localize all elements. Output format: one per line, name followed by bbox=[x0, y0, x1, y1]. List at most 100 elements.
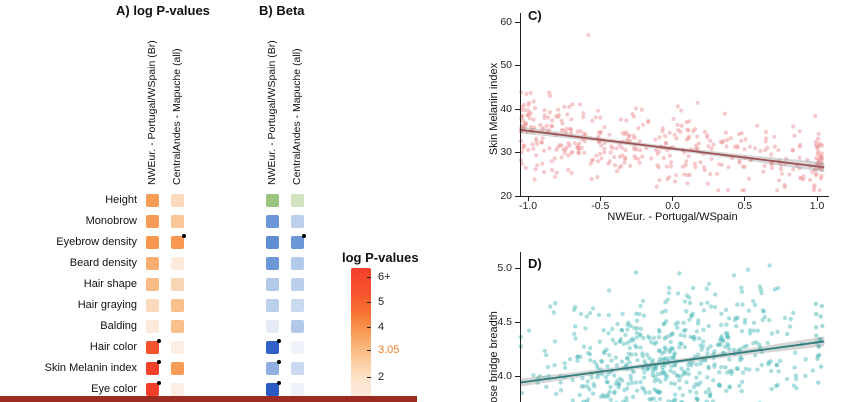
significance-dot bbox=[156, 339, 161, 343]
row-label: Beard density bbox=[69, 257, 137, 269]
clipped-panel-strip bbox=[0, 396, 417, 402]
panel-c-y-tick-label: 50 bbox=[500, 59, 512, 71]
heatmap-cell bbox=[265, 194, 279, 207]
heatmap-cell bbox=[290, 234, 306, 249]
heatmap-cell bbox=[290, 215, 304, 228]
heatmap-cell bbox=[170, 234, 186, 249]
panel-c-x-axis bbox=[520, 196, 829, 197]
legend-tick-mark bbox=[367, 350, 371, 352]
heatmap-cell bbox=[290, 299, 304, 312]
heatmap-cell bbox=[290, 320, 304, 333]
heatmap-cell bbox=[265, 236, 279, 249]
row-label: Hair shape bbox=[83, 278, 137, 290]
legend-tick-label: 4 bbox=[378, 320, 385, 333]
panel-c-y-tick-label: 40 bbox=[500, 102, 512, 115]
heatmap-cell bbox=[265, 339, 281, 354]
panel-c-x-tick-label: -1.0 bbox=[518, 200, 538, 212]
panel-d-y-tick-label: 5.0 bbox=[497, 261, 512, 274]
panel-c-x-tick bbox=[527, 197, 529, 201]
panel-d-y-tick-label: 4.5 bbox=[497, 315, 512, 328]
row-label: Height bbox=[105, 194, 137, 206]
panel-c-y-tick-label: 30 bbox=[500, 146, 512, 158]
legend-tick-label: 5 bbox=[378, 295, 385, 308]
heatmap-cell bbox=[170, 194, 184, 207]
legend-tick-label: 2 bbox=[378, 370, 385, 383]
row-label: Skin Melanin index bbox=[44, 362, 137, 374]
heatmap-cell bbox=[170, 278, 184, 291]
panel-c-y-tick bbox=[515, 21, 520, 23]
panel-c-label: C) bbox=[528, 8, 542, 23]
legend-gradient-bar bbox=[351, 268, 371, 402]
row-label: Hair graying bbox=[77, 299, 137, 311]
legend-tick-mark bbox=[367, 376, 371, 378]
heatmap-cell bbox=[265, 278, 279, 291]
panel-c-x-axis-title: NWEur. - Portugal/WSpain bbox=[607, 211, 738, 223]
heatmap-cell bbox=[145, 381, 161, 396]
heatmap-cell bbox=[290, 362, 304, 375]
heatmap-cell bbox=[145, 278, 159, 291]
panel-b-title: B) Beta bbox=[259, 3, 305, 18]
heatmap-cell bbox=[145, 320, 159, 333]
row-label: Monobrow bbox=[85, 215, 137, 227]
significance-dot bbox=[276, 381, 281, 385]
legend-tick-mark bbox=[367, 276, 371, 278]
legend-tick-label: 3.05 bbox=[378, 344, 400, 357]
panel-c-y-tick-label: 20 bbox=[500, 189, 512, 202]
heatmap-cell bbox=[290, 278, 304, 291]
panel-c-x-tick-label: 0.0 bbox=[665, 200, 680, 212]
heatmap-cell bbox=[170, 215, 184, 228]
panel-c-trend-line bbox=[520, 129, 825, 169]
panel-d-y-tick-label: 4.0 bbox=[497, 369, 512, 382]
panel-d-y-axis bbox=[520, 252, 521, 402]
heatmap-cell bbox=[170, 362, 184, 375]
heatmap-cell bbox=[265, 360, 281, 375]
heatmap-cell bbox=[145, 299, 159, 312]
heatmap-cell bbox=[145, 257, 159, 270]
significance-dot bbox=[181, 234, 186, 238]
row-label: Eyebrow density bbox=[56, 236, 137, 248]
heatmap-cell bbox=[145, 360, 161, 375]
panel-c-x-tick-label: -0.5 bbox=[591, 200, 610, 212]
heatmap-cell bbox=[290, 383, 304, 396]
panel-c-x-tick bbox=[599, 197, 601, 201]
legend-tick-mark bbox=[367, 301, 371, 303]
heatmap-cell bbox=[170, 383, 184, 396]
heatmap-cell bbox=[145, 215, 159, 228]
legend-title: log P-values bbox=[342, 250, 419, 265]
panel-d-y-tick bbox=[515, 321, 520, 323]
heatmap-cell bbox=[290, 194, 304, 207]
panel-d-y-tick bbox=[515, 375, 520, 377]
panel-c-x-tick-label: 1.0 bbox=[809, 200, 825, 212]
heatmap-cell bbox=[265, 257, 279, 270]
legend-tick-label: 6+ bbox=[378, 270, 391, 283]
panel-c-y-tick bbox=[515, 65, 520, 66]
panel-c-y-tick bbox=[515, 195, 520, 197]
panel-a-title: A) log P-values bbox=[116, 3, 210, 18]
heatmap-cell bbox=[265, 299, 279, 312]
significance-dot bbox=[301, 234, 306, 238]
legend-tick-mark bbox=[367, 326, 371, 328]
heatmap-cell bbox=[170, 299, 184, 312]
panel-d-label: D) bbox=[528, 256, 542, 271]
heatmap-cell bbox=[265, 381, 281, 396]
heatmap-cell bbox=[145, 236, 159, 249]
panel-c-y-tick bbox=[515, 152, 520, 153]
panel-d-y-tick bbox=[515, 267, 520, 269]
significance-dot bbox=[156, 381, 161, 385]
panel-d-trend-line bbox=[520, 340, 825, 384]
significance-dot bbox=[276, 360, 281, 364]
panel-c-x-tick bbox=[744, 197, 746, 201]
column-header: CentralAndes - Mapuche (all) bbox=[171, 48, 183, 185]
heatmap-cell bbox=[265, 215, 279, 228]
row-label: Hair color bbox=[89, 341, 137, 353]
column-header: CentralAndes - Mapuche (all) bbox=[291, 48, 303, 185]
panel-d-points bbox=[518, 263, 825, 402]
heatmap-cell bbox=[170, 257, 184, 270]
row-label: Balding bbox=[100, 320, 137, 332]
column-header: NWEur. - Portugal/WSpain (Br) bbox=[146, 40, 158, 185]
panel-c-y-axis bbox=[520, 13, 521, 197]
column-header: NWEur. - Portugal/WSpain (Br) bbox=[266, 40, 278, 185]
panel-c-y-tick-label: 60 bbox=[500, 15, 512, 28]
panel-c-x-tick bbox=[816, 197, 818, 201]
